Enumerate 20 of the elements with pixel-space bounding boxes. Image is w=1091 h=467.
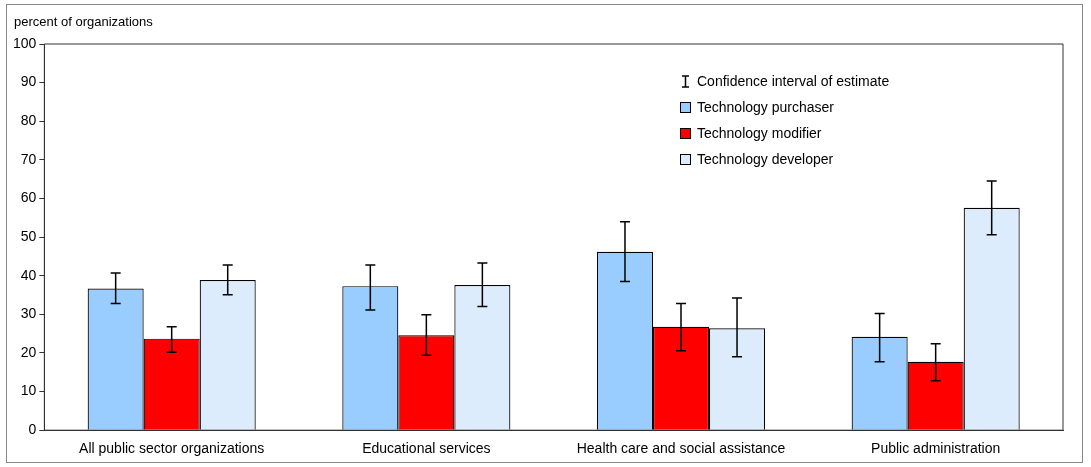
y-tick-label: 20 bbox=[20, 343, 37, 360]
x-tick-label: Health care and social assistance bbox=[576, 440, 786, 457]
legend-label: Technology modifier bbox=[697, 124, 822, 143]
y-tick-label: 60 bbox=[20, 189, 37, 206]
x-tick-label: All public sector organizations bbox=[79, 440, 265, 457]
y-tick-label: 90 bbox=[20, 73, 37, 90]
y-axis-title: percent of organizations bbox=[14, 13, 154, 29]
y-tick-label: 70 bbox=[20, 150, 37, 167]
x-tick-label: Educational services bbox=[362, 440, 491, 457]
y-tick-label: 50 bbox=[20, 227, 37, 244]
x-tick-label: Public administration bbox=[871, 440, 1001, 457]
y-tick-label: 30 bbox=[20, 305, 37, 322]
y-tick-label: 80 bbox=[20, 112, 37, 129]
y-tick-label: 100 bbox=[13, 34, 37, 51]
y-tick-label: 0 bbox=[28, 421, 37, 438]
legend-label: Technology developer bbox=[697, 150, 834, 169]
y-tick-label: 40 bbox=[20, 266, 37, 283]
annotation: Confidence interval of estimate bbox=[697, 72, 890, 91]
legend-label: Technology purchaser bbox=[697, 98, 834, 117]
y-tick-label: 10 bbox=[20, 382, 37, 399]
